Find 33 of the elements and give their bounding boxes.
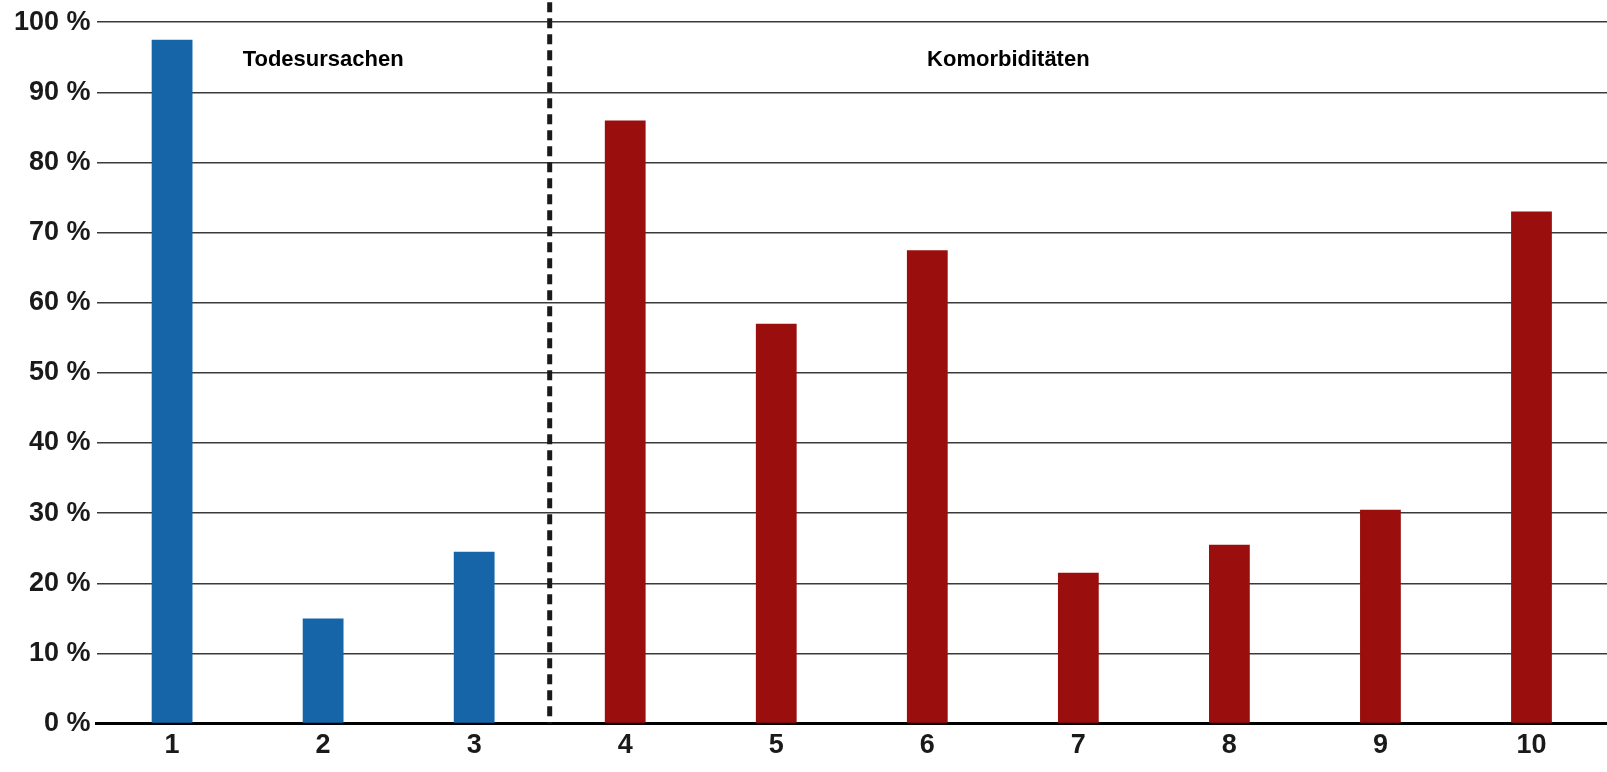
y-tick-label: 60 % [29,286,91,317]
bar [1360,509,1401,723]
x-tick-label: 2 [315,729,331,760]
x-tick-label: 8 [1221,729,1237,760]
bar [604,120,646,723]
x-tick-label: 7 [1070,729,1086,760]
y-tick-label: 0 % [44,707,91,738]
annotation: Komorbiditäten [927,46,1090,72]
y-tick-label: 70 % [29,216,91,247]
bar [1511,211,1552,723]
x-tick-label: 6 [919,729,935,760]
x-tick-label: 10 [1516,729,1547,760]
x-tick-label: 1 [164,729,180,760]
bar [755,323,797,723]
y-tick-label: 50 % [29,356,91,387]
x-tick-label: 9 [1372,729,1388,760]
bar [302,618,344,723]
bar [906,250,948,723]
bar [1209,544,1250,723]
y-tick-label: 10 % [29,636,91,667]
y-tick-label: 100 % [13,5,91,36]
y-tick-label: 40 % [29,426,91,457]
x-tick-label: 4 [617,729,633,760]
bar [453,551,495,723]
y-tick-label: 20 % [29,566,91,597]
annotation: Todesursachen [242,46,404,72]
y-tick-label: 80 % [29,145,91,176]
bar [151,39,193,723]
bar [1057,572,1099,723]
x-tick-label: 5 [768,729,784,760]
y-tick-label: 30 % [29,496,91,527]
y-tick-label: 90 % [29,75,91,106]
x-tick-label: 3 [466,729,482,760]
